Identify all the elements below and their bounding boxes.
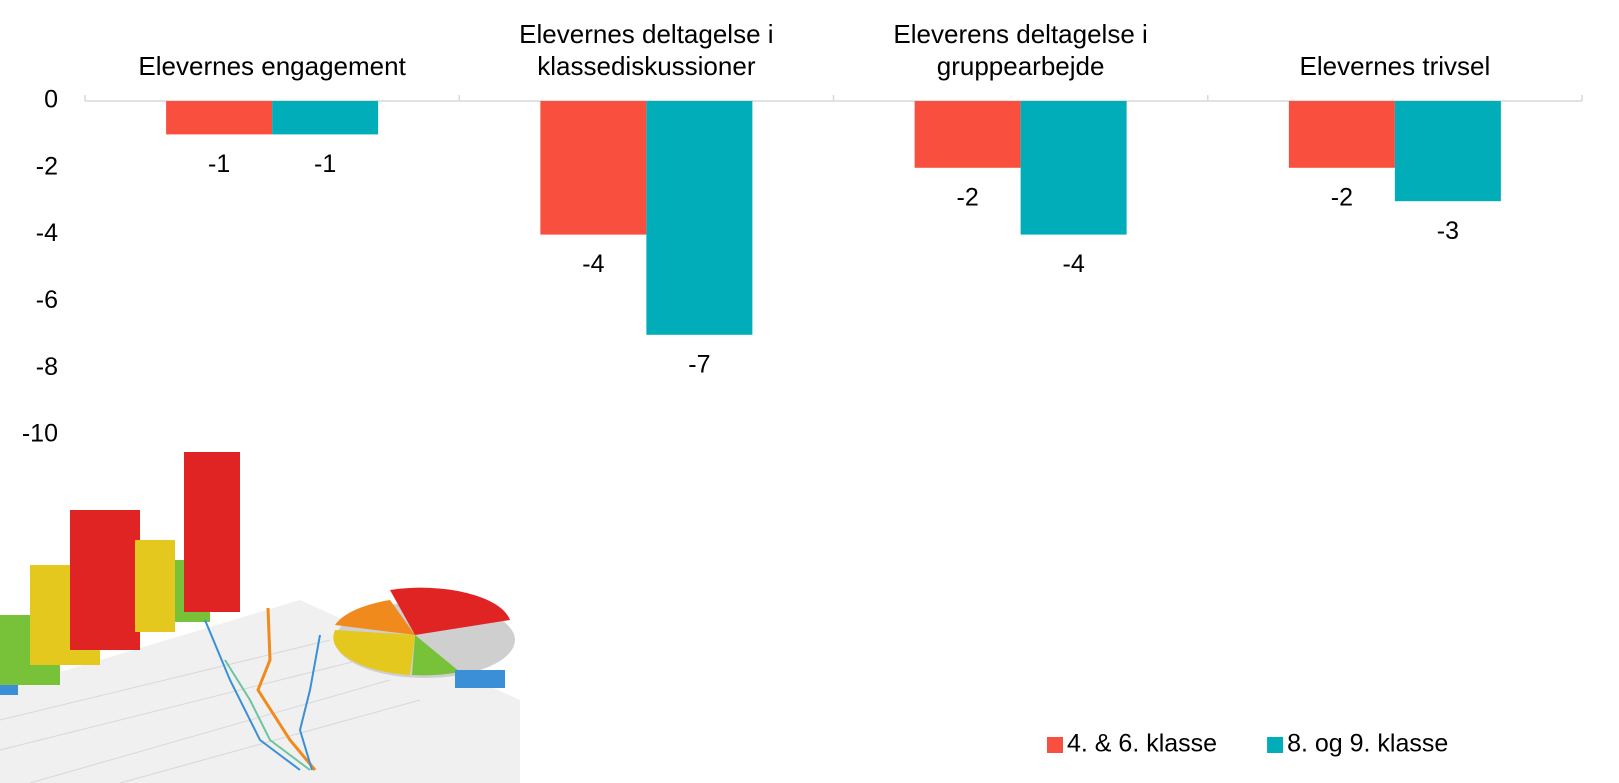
category-label: Elevernes deltagelse i klassediskussione…: [519, 19, 774, 81]
y-tick-label: -4: [36, 219, 58, 247]
bar: [914, 101, 1021, 168]
data-label: -7: [688, 350, 710, 378]
bar: [540, 101, 647, 235]
bar: [1394, 101, 1501, 202]
legend-swatch: [1047, 737, 1063, 753]
data-label: -2: [1331, 183, 1353, 211]
bar: [1020, 101, 1127, 235]
bar: [1288, 101, 1395, 168]
y-tick-label: -6: [36, 286, 58, 314]
category-label: Elevernes trivsel: [1299, 51, 1491, 81]
data-label: -1: [208, 150, 230, 178]
legend-swatch: [1267, 737, 1284, 753]
data-label: -2: [957, 183, 979, 211]
y-tick-label: -8: [36, 353, 58, 381]
data-label: -4: [582, 250, 604, 278]
legend-label: 8. og 9. klasse: [1287, 730, 1448, 758]
category-label: Elevernes engagement: [138, 51, 406, 81]
data-label: -3: [1437, 217, 1459, 245]
bar: [166, 101, 273, 135]
bar: [272, 101, 379, 135]
y-tick-label: -10: [22, 420, 58, 448]
bar: [646, 101, 753, 335]
y-tick-label: -2: [36, 152, 58, 180]
decorative-image: [0, 452, 520, 783]
category-label: Eleverens deltagelse i gruppearbejde: [893, 19, 1148, 81]
y-tick-label: 0: [44, 86, 58, 114]
legend-label: 4. & 6. klasse: [1067, 730, 1217, 758]
data-label: -4: [1063, 250, 1085, 278]
data-label: -1: [314, 150, 336, 178]
